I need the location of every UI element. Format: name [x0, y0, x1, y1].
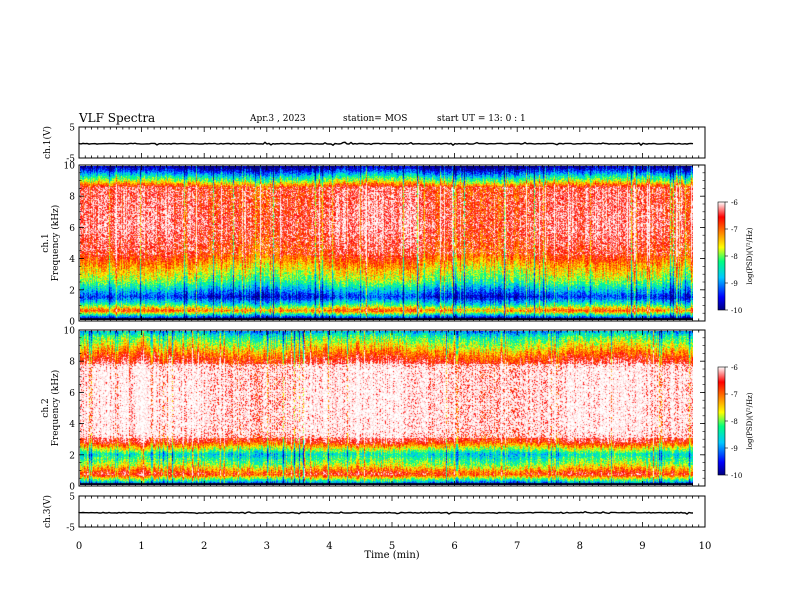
- x-tick-label: 3: [264, 541, 270, 552]
- y-axis-label-voltage: ch.1(V): [42, 126, 53, 159]
- colorbar-tick-label: -6: [731, 199, 738, 207]
- colorbar-2: [717, 366, 726, 476]
- figure-title: VLF Spectra: [79, 111, 156, 125]
- y-tick-label: 4: [69, 255, 75, 265]
- y-tick-label: 5: [69, 493, 75, 503]
- colorbar-tick-label: -6: [731, 364, 738, 372]
- colorbar-tick-label: -9: [731, 280, 738, 288]
- y-tick-label: 10: [64, 327, 76, 337]
- colorbar-label: log(PSD)(V²/Hz): [746, 227, 754, 284]
- y-tick-label: 4: [69, 420, 75, 430]
- ch2-spectrogram-image: [80, 331, 693, 485]
- waveform-trace-ch3-waveform: [78, 510, 694, 515]
- y-tick-label: 5: [69, 124, 75, 134]
- y-axis-label-frequency: Frequency (kHz): [50, 370, 61, 447]
- colorbar-tick-label: -7: [731, 391, 738, 399]
- y-tick-label: -5: [66, 155, 75, 165]
- y-tick-label: 6: [69, 224, 75, 234]
- x-tick-label: 2: [201, 541, 207, 552]
- x-tick-label: 4: [326, 541, 332, 552]
- y-tick-label: 8: [69, 193, 75, 203]
- ch1-spectrogram-image: [80, 166, 693, 320]
- colorbar-label: log(PSD)(V²/Hz): [746, 392, 754, 449]
- panel-frame-ch2-spectrogram: [78, 329, 706, 487]
- colorbar-tick-label: -8: [731, 253, 738, 261]
- start-time-label: start UT = 13: 0 : 1: [437, 114, 526, 124]
- y-tick-label: -5: [66, 524, 75, 534]
- y-tick-label: 10: [64, 162, 76, 172]
- colorbar-tick-label: -9: [731, 445, 738, 453]
- y-axis-label-channel: ch.1: [41, 233, 51, 252]
- x-tick-label: 9: [639, 541, 645, 552]
- colorbar-tick-label: -7: [731, 226, 738, 234]
- y-tick-label: 8: [69, 358, 75, 368]
- colorbar-tick-label: -10: [731, 472, 742, 480]
- y-tick-label: 2: [69, 286, 75, 296]
- date-label: Apr.3 , 2023: [250, 114, 306, 124]
- y-tick-label: 0: [69, 483, 75, 493]
- x-tick-label: 6: [451, 541, 457, 552]
- panel-frame-ch1-spectrogram: [78, 164, 706, 322]
- colorbar-tick-label: -10: [731, 307, 742, 315]
- y-axis-label-frequency: Frequency (kHz): [50, 205, 61, 282]
- waveform-trace-ch1-waveform: [78, 141, 694, 147]
- x-tick-label: 5: [389, 541, 395, 552]
- x-tick-label: 1: [138, 541, 144, 552]
- y-axis-label-voltage: ch.3(V): [42, 495, 53, 528]
- x-tick-label: 0: [76, 541, 82, 552]
- y-tick-label: 2: [69, 451, 75, 461]
- y-axis-label-channel: ch.2: [41, 398, 51, 417]
- x-axis-label: Time (min): [364, 550, 419, 561]
- colorbar-tick-label: -8: [731, 418, 738, 426]
- y-tick-label: 6: [69, 389, 75, 399]
- y-tick-label: 0: [69, 318, 75, 328]
- x-tick-label: 7: [514, 541, 520, 552]
- x-tick-label: 10: [699, 541, 712, 552]
- x-tick-label: 8: [577, 541, 583, 552]
- station-label: station= MOS: [343, 114, 408, 124]
- colorbar-1: [717, 201, 726, 311]
